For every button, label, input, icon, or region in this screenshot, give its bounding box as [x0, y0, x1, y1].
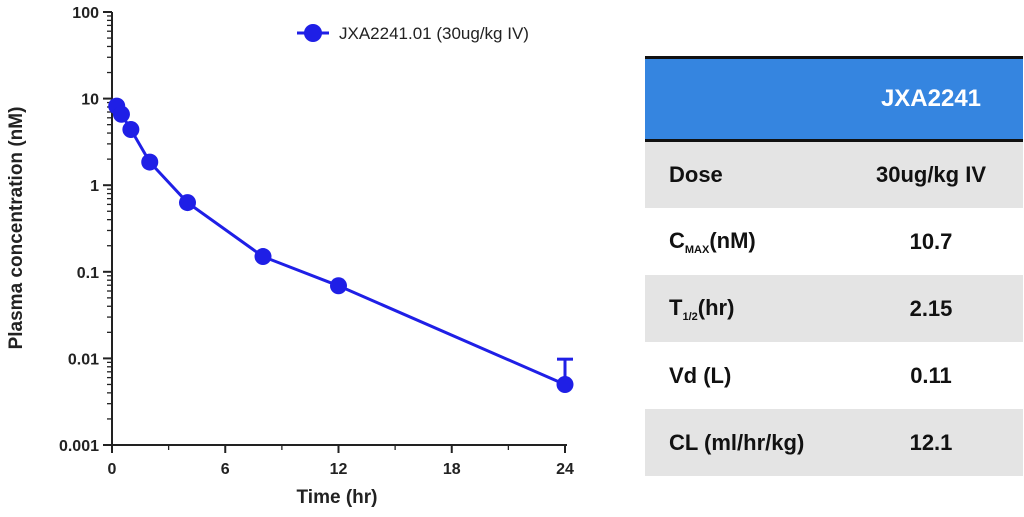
- y-axis-title: Plasma concentration (nM): [6, 107, 27, 350]
- legend-marker: [304, 24, 322, 42]
- y-tick-label: 1: [90, 178, 99, 195]
- table-header-compound: JXA2241: [839, 56, 1023, 142]
- row-value-cl: 12.1: [839, 409, 1023, 476]
- data-point: [122, 120, 140, 138]
- data-point: [254, 248, 272, 266]
- series-line: [115, 105, 566, 386]
- row-label-dose: Dose: [645, 140, 839, 208]
- row-value-cmax: 10.7: [909, 228, 953, 254]
- data-point: [330, 277, 347, 295]
- x-tick-label: 12: [330, 461, 348, 478]
- cmax-main: C: [669, 227, 685, 253]
- row-label-cl: CL (ml/hr/kg): [645, 409, 839, 476]
- table-row-thalf: T1/2(hr) 2.15: [645, 275, 1023, 342]
- x-tick-label: 0: [108, 461, 117, 478]
- row-value-dose: 30ug/kg IV: [839, 140, 1023, 208]
- chart-axes: [111, 12, 567, 446]
- x-tick-label: 18: [443, 461, 461, 478]
- y-tick-label: 10: [81, 92, 99, 109]
- row-label-vd: Vd (L): [669, 362, 732, 388]
- y-tick-label: 0.1: [77, 265, 99, 282]
- data-point: [179, 194, 196, 212]
- cmax-tail: (nM): [709, 227, 756, 253]
- row-label-thalf: T1/2(hr): [645, 275, 839, 342]
- pk-parameters-table: JXA2241 Dose 30ug/kg IV CMAX(nM) 10.7 T1…: [645, 56, 1023, 476]
- legend-label: JXA2241.01 (30ug/kg IV): [339, 24, 529, 43]
- row-value-thalf: 2.15: [839, 275, 1023, 342]
- thalf-main: T: [669, 294, 683, 320]
- chart-legend: JXA2241.01 (30ug/kg IV): [297, 24, 529, 43]
- data-point: [141, 153, 159, 171]
- pk-chart: 0.001 0.01 0.1 1 10 100 0 6 12 18 24 JXA2241.01 (3…: [6, 5, 574, 508]
- table-row-cmax: CMAX(nM) 10.7: [645, 208, 1023, 275]
- chart-series: [108, 97, 574, 393]
- data-point: [556, 375, 574, 393]
- table-row-cl: CL (ml/hr/kg) 12.1: [645, 409, 1023, 476]
- row-value-vd: 0.11: [910, 362, 952, 388]
- cmax-sub: MAX: [684, 243, 710, 256]
- table-header-empty: [645, 56, 839, 142]
- x-axis-title: Time (hr): [297, 487, 378, 508]
- y-tick-label: 0.01: [68, 351, 99, 368]
- x-tick-label: 24: [556, 461, 574, 478]
- data-point: [112, 105, 130, 123]
- y-tick-label: 0.001: [59, 438, 99, 455]
- table-header-row: JXA2241: [645, 56, 1023, 142]
- table-row-vd: Vd (L) 0.11: [645, 342, 1023, 409]
- table-row-dose: Dose 30ug/kg IV: [645, 140, 1023, 208]
- chart-ticks: 0.001 0.01 0.1 1 10 100 0 6 12 18 24: [59, 5, 574, 478]
- x-tick-label: 6: [221, 461, 230, 478]
- row-label-cmax: CMAX(nM): [645, 208, 839, 275]
- y-tick-label: 100: [72, 5, 99, 22]
- thalf-tail: (hr): [697, 294, 735, 320]
- thalf-sub: 1/2: [682, 310, 698, 323]
